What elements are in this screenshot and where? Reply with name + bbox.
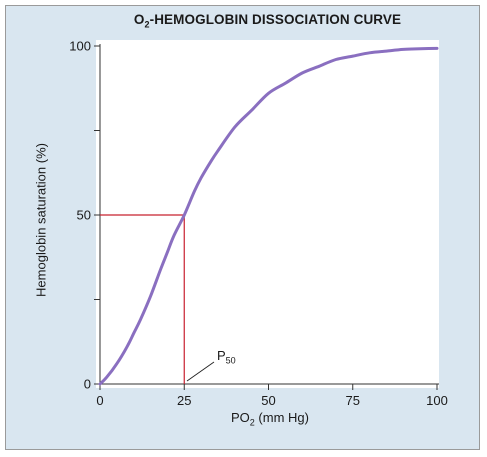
- y-tick-label: 100: [69, 39, 91, 54]
- xlabel-mid: O: [239, 410, 250, 425]
- title-subscript: 2: [144, 19, 150, 30]
- y-tick-label: 50: [77, 208, 91, 223]
- p50-label-prefix: P: [217, 348, 226, 363]
- xlabel-prefix: P: [231, 410, 240, 425]
- plot-area: [96, 40, 439, 388]
- title-rest: -HEMOGLOBIN DISSOCIATION CURVE: [149, 12, 402, 27]
- xlabel-subscript: 2: [249, 417, 255, 428]
- x-tick-label: 25: [177, 393, 191, 408]
- saturation-curve: [98, 46, 439, 386]
- x-axis-label: PO2 (mm Hg): [231, 410, 309, 428]
- xlabel-rest: (mm Hg): [254, 410, 309, 425]
- x-tick-label: 0: [96, 393, 103, 408]
- x-tick-label: 50: [261, 393, 275, 408]
- y-tick-label: 0: [84, 377, 91, 392]
- p50-pointer: [186, 361, 215, 382]
- p50-label: P50: [217, 348, 236, 366]
- chart-title: O2-HEMOGLOBIN DISSOCIATION CURVE: [96, 12, 439, 30]
- p50-label-subscript: 50: [225, 355, 236, 366]
- x-tick-label: 75: [346, 393, 360, 408]
- title-prefix: O: [133, 12, 145, 27]
- x-tick-label: 100: [426, 393, 448, 408]
